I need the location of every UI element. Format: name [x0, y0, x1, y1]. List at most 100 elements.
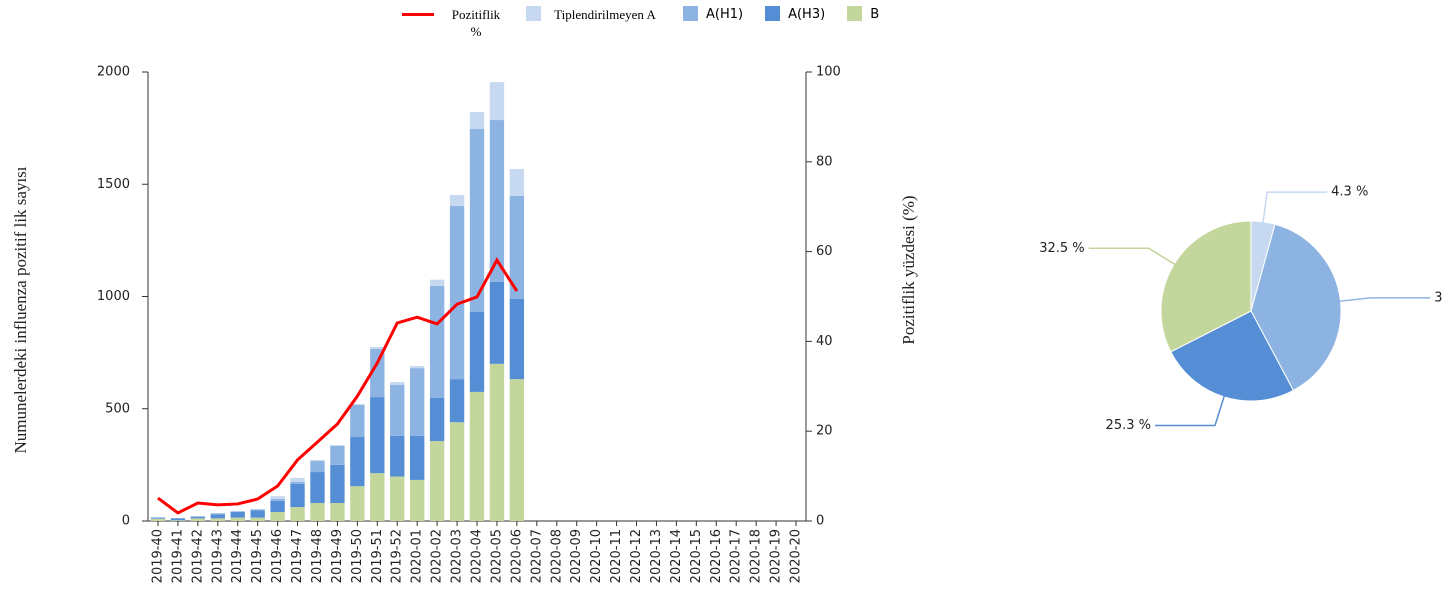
x-tick-label: 2019-50: [350, 529, 365, 583]
bar-segment: [190, 518, 206, 521]
y-tick-label: 1500: [97, 177, 130, 192]
bar-segment: [469, 129, 485, 312]
y-tick-label: 1000: [97, 289, 130, 304]
bar-segment: [310, 503, 325, 521]
x-tick-label: 2019-43: [210, 529, 225, 583]
y2-tick-label: 100: [816, 65, 841, 80]
bar-segment: [390, 476, 405, 521]
leader-line: [1261, 191, 1328, 226]
bar-segment: [509, 379, 525, 521]
bar-segment: [429, 285, 445, 398]
bar-segment: [250, 510, 265, 518]
bar-segment: [390, 435, 405, 477]
bar-segment: [250, 517, 265, 521]
y-tick-label: 0: [122, 514, 130, 529]
bar-segment: [509, 195, 525, 299]
bar-segment: [370, 473, 385, 521]
bar-segment: [330, 464, 345, 504]
legend-swatch: [683, 6, 698, 21]
x-tick-label: 2020-06: [509, 529, 524, 583]
x-tick-label: 2020-08: [549, 529, 564, 583]
bar-segment: [370, 397, 385, 474]
bar-segment: [190, 516, 206, 519]
bar-segment: [290, 477, 305, 482]
legend-item: A(H3): [765, 6, 825, 23]
bar-segment: [449, 422, 465, 521]
bar-segment: [290, 483, 305, 508]
leader-line: [1088, 247, 1179, 267]
y2-tick-label: 60: [816, 244, 833, 259]
bar-segment: [190, 516, 206, 517]
pie-label: 25.3 %: [1106, 418, 1151, 433]
bar-segment: [290, 507, 305, 521]
pie-label: 4.3 %: [1331, 185, 1368, 200]
y2-tick-label: 20: [816, 424, 833, 439]
legend-item: Pozitiflik %: [400, 6, 504, 40]
bar-segment: [150, 517, 166, 519]
x-tick-label: 2020-13: [649, 529, 664, 583]
bar-segment: [310, 461, 325, 473]
x-tick-label: 2019-49: [330, 529, 345, 583]
bar-segment: [469, 311, 485, 392]
bar-segment: [429, 279, 445, 286]
y2-tick-label: 40: [816, 334, 833, 349]
bar-segment: [390, 384, 405, 436]
bar-segment: [410, 435, 425, 480]
bar-segment: [150, 518, 166, 519]
line-series: [157, 257, 519, 515]
legend-label: B: [870, 7, 880, 22]
bar-segment: [310, 472, 325, 504]
bar-segment: [410, 479, 425, 521]
x-tick-label: 2019-45: [250, 529, 265, 583]
y2-tick-label: 80: [816, 154, 833, 169]
bar-segment: [230, 512, 245, 518]
bar-segment: [449, 195, 465, 207]
x-tick-label: 2020-10: [589, 529, 604, 583]
legend-label: A(H3): [788, 7, 826, 22]
bar-segment: [370, 347, 385, 350]
x-tick-label: 2019-41: [170, 529, 185, 583]
x-tick-label: 2020-20: [789, 529, 804, 583]
x-tick-label: 2020-14: [669, 529, 684, 583]
x-tick-label: 2020-04: [470, 529, 485, 583]
leader-line: [1336, 297, 1431, 303]
x-tick-label: 2020-16: [709, 529, 724, 583]
x-tick-label: 2020-17: [729, 529, 744, 583]
bar-segment: [210, 518, 225, 521]
x-tick-label: 2019-51: [370, 529, 385, 583]
bar-segment: [390, 382, 405, 385]
bar-segment: [449, 379, 465, 423]
x-tick-label: 2020-09: [569, 529, 584, 583]
bar-segment: [429, 397, 445, 442]
bar-segment: [270, 496, 285, 499]
y-tick-label: 500: [105, 401, 130, 416]
bar-segment: [150, 518, 166, 521]
bar-segment: [489, 120, 505, 282]
bar-segment: [170, 518, 186, 521]
x-tick-label: 2020-03: [450, 529, 465, 583]
bar-segment: [270, 500, 285, 513]
x-tick-label: 2019-42: [190, 529, 205, 583]
x-tick-label: 2019-47: [290, 529, 305, 583]
x-tick-label: 2020-02: [430, 529, 445, 583]
legend-swatch: [526, 6, 541, 21]
bar-segment: [410, 368, 425, 436]
bar-segment: [250, 509, 265, 511]
bar-segment: [230, 511, 245, 513]
bar-segment: [310, 459, 325, 462]
legend-swatch: [402, 13, 434, 16]
y2-tick-label: 0: [816, 514, 824, 529]
x-tick-label: 2020-07: [529, 529, 544, 583]
x-tick-label: 2020-15: [689, 529, 704, 583]
x-tick-label: 2019-44: [230, 529, 245, 583]
legend-label: Pozitiflik %: [451, 7, 501, 39]
bar-segment: [370, 349, 385, 398]
bar-segment: [270, 498, 285, 501]
bar-segment: [330, 445, 345, 447]
pie-label: 32.5 %: [1039, 241, 1084, 256]
bar-segment: [230, 517, 245, 521]
bar-segment: [330, 503, 345, 521]
bar-segment: [350, 404, 365, 405]
bar-segment: [429, 441, 445, 521]
